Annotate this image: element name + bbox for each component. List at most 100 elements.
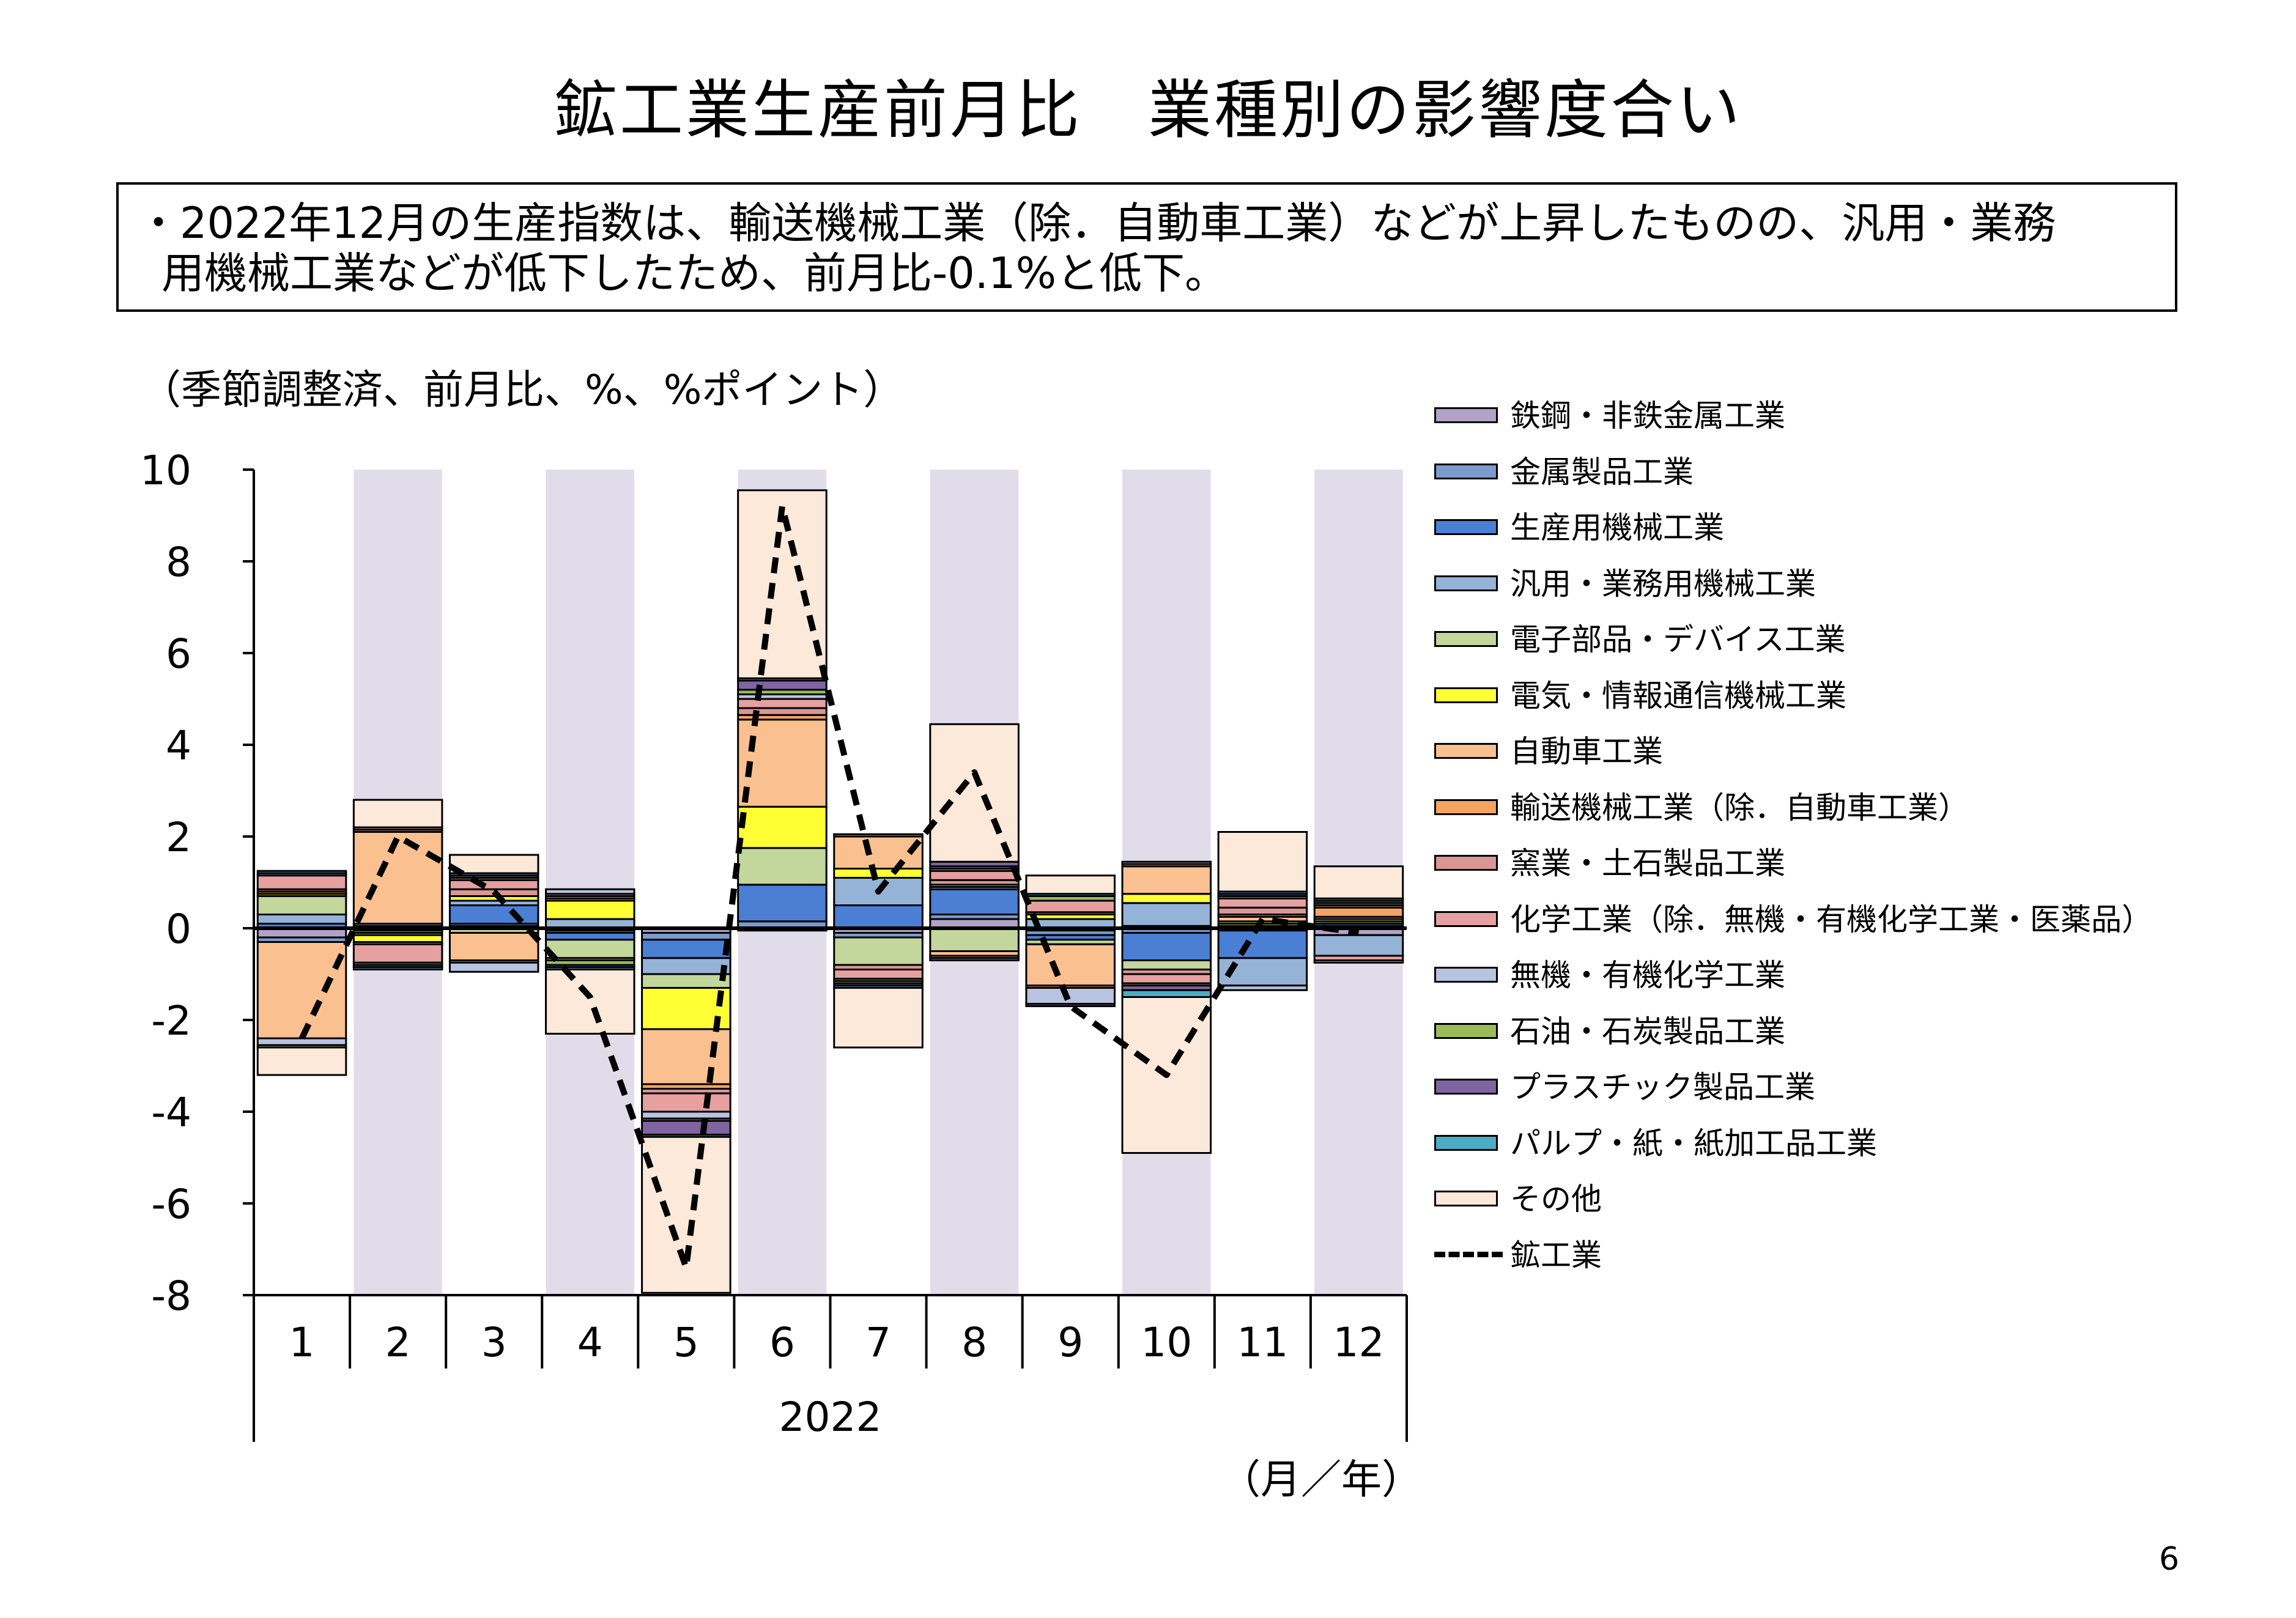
legend-swatch xyxy=(1434,407,1498,423)
bar-segment xyxy=(641,1110,731,1120)
bar-segment xyxy=(352,831,443,925)
bar-segment xyxy=(737,884,828,923)
x-tick-label: 5 xyxy=(673,1319,699,1366)
y-tick-label: 6 xyxy=(166,630,191,678)
legend-swatch xyxy=(1434,911,1498,927)
bar-segment xyxy=(352,799,443,829)
legend-label: 電気・情報通信機械工業 xyxy=(1510,678,1846,714)
unit-label: （季節調整済、前月比、%、%ポイント） xyxy=(141,366,904,413)
x-tick-label: 3 xyxy=(481,1319,507,1366)
legend-label: 鉄鋼・非鉄金属工業 xyxy=(1510,398,1785,434)
legend-label: 生産用機械工業 xyxy=(1510,510,1724,545)
legend-swatch xyxy=(1434,1022,1498,1039)
bar-segment xyxy=(1025,874,1116,895)
bar-segment xyxy=(545,939,635,959)
bar-segment xyxy=(1313,959,1404,964)
bar-segment xyxy=(737,698,828,709)
legend-label: 金属製品工業 xyxy=(1510,454,1694,490)
bar-segment xyxy=(1217,929,1308,959)
bar-segment xyxy=(545,932,635,941)
x-tick-label: 2 xyxy=(385,1319,411,1366)
bar-segment xyxy=(256,1037,347,1046)
bar-segment xyxy=(1025,987,1116,1005)
summary-box: ・2022年12月の生産指数は、輸送機械工業（除．自動車工業）などが上昇したもの… xyxy=(116,182,2177,312)
legend-label: 輸送機械工業（除．自動車工業） xyxy=(1510,789,1969,826)
legend-label: プラスチック製品工業 xyxy=(1510,1069,1815,1105)
bar-segment xyxy=(641,939,731,959)
y-tick-label: 10 xyxy=(140,447,191,494)
bar-segment xyxy=(641,957,731,975)
bar-segment xyxy=(929,723,1020,863)
x-unit-label: （月／年） xyxy=(1220,1456,1422,1503)
bar-segment xyxy=(929,888,1020,915)
bar-segment xyxy=(641,973,731,989)
bar-segment xyxy=(1121,902,1212,927)
bar-segment xyxy=(833,987,924,1049)
legend-swatch xyxy=(1434,1191,1498,1206)
bar-segment xyxy=(352,934,443,943)
bar-segment xyxy=(1313,865,1404,900)
legend-swatch xyxy=(1434,1079,1498,1095)
bar-segment xyxy=(1121,865,1212,895)
x-tick-label: 8 xyxy=(961,1319,987,1366)
legend-label: 電子部品・デバイス工業 xyxy=(1510,622,1846,657)
y-tick-label: -8 xyxy=(151,1273,191,1320)
bar-segment xyxy=(1121,959,1212,970)
bar-segment xyxy=(641,1120,731,1136)
legend-swatch xyxy=(1434,463,1498,479)
summary-line-1: ・2022年12月の生産指数は、輸送機械工業（除．自動車工業）などが上昇したもの… xyxy=(137,198,2056,248)
x-tick-label: 1 xyxy=(289,1319,315,1366)
legend-label: その他 xyxy=(1510,1181,1602,1217)
bar-segment xyxy=(448,854,539,874)
y-tick-label: -2 xyxy=(151,997,191,1044)
page-number: 6 xyxy=(2159,1541,2180,1578)
legend-label: 石油・石炭製品工業 xyxy=(1510,1013,1785,1049)
legend-swatch xyxy=(1434,519,1498,535)
y-tick-label: -4 xyxy=(151,1089,191,1136)
bar-segment xyxy=(1025,943,1116,987)
bar-segment xyxy=(448,932,539,961)
legend-swatch xyxy=(1434,687,1498,703)
legend-label: 鉱工業 xyxy=(1510,1237,1602,1273)
bar-segment xyxy=(833,904,924,929)
legend-label: 無機・有機化学工業 xyxy=(1510,958,1785,993)
y-tick-label: 0 xyxy=(166,906,191,953)
bar-segment xyxy=(833,969,924,980)
bar-segment xyxy=(256,941,347,1040)
bar-segment xyxy=(737,707,828,716)
bar-segment xyxy=(1217,906,1308,915)
bar-segment xyxy=(1121,932,1212,961)
y-tick-label: -6 xyxy=(151,1181,191,1228)
x-tick-label: 7 xyxy=(865,1319,891,1366)
bar-segment xyxy=(641,1028,731,1085)
bar-segment xyxy=(641,1136,731,1294)
x-tick-label: 10 xyxy=(1141,1319,1192,1366)
x-tick-label: 4 xyxy=(577,1319,603,1366)
month-shade xyxy=(546,470,635,1295)
bar-segment xyxy=(1121,860,1212,865)
summary-line-2: 用機械工業などが低下したため、前月比-0.1%と低下。 xyxy=(161,248,1228,298)
legend-swatch xyxy=(1434,575,1498,591)
y-tick-label: 4 xyxy=(166,722,191,769)
legend-label: 汎用・業務用機械工業 xyxy=(1510,566,1816,602)
bar-segment xyxy=(545,900,635,920)
bar-segment xyxy=(1217,897,1308,909)
bar-segment xyxy=(352,966,443,970)
y-tick-label: 8 xyxy=(166,539,191,586)
legend-label: 窯業・土石製品工業 xyxy=(1510,846,1785,881)
slide-title: 鉱工業生産前月比 業種別の影響度合い xyxy=(553,73,1742,147)
bar-segment xyxy=(641,932,731,941)
bar-segment xyxy=(545,888,635,895)
bar-segment xyxy=(737,805,828,849)
bar-segment xyxy=(1217,831,1308,893)
legend-swatch xyxy=(1434,967,1498,983)
x-tick-label: 12 xyxy=(1333,1319,1384,1366)
bar-segment xyxy=(833,833,924,838)
legend-swatch xyxy=(1434,1134,1498,1151)
bar-segment xyxy=(1217,984,1308,991)
x-tick-label: 9 xyxy=(1057,1319,1083,1366)
legend-swatch xyxy=(1434,855,1498,871)
bar-segment xyxy=(448,904,539,925)
